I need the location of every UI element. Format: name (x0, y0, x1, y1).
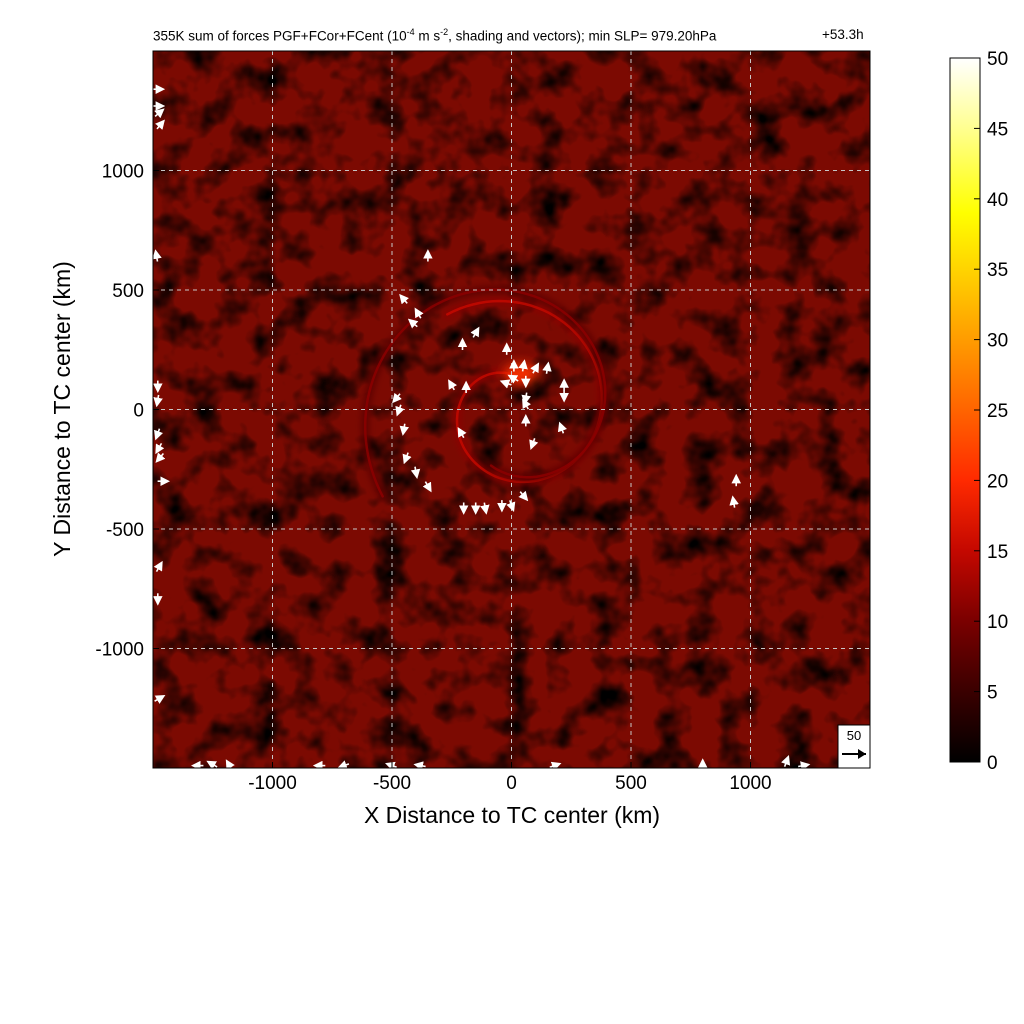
reference-vector-box: 50 (837, 724, 871, 769)
title-suffix: , shading and vectors); min SLP= 979.20h… (448, 28, 717, 44)
force-vector (529, 438, 539, 450)
y-tick-label: 500 (112, 281, 144, 302)
force-vector (506, 500, 516, 513)
x-tick-label: 500 (615, 773, 647, 794)
force-vector (549, 761, 562, 768)
x-tick-label: -1000 (248, 773, 297, 794)
spiral-band-core (446, 299, 604, 484)
force-vector (507, 374, 519, 384)
core-maximum (503, 363, 540, 384)
force-vector (410, 466, 421, 479)
colorbar-tick-label: 40 (987, 190, 1008, 211)
colorbar-tick-label: 25 (987, 401, 1008, 422)
x-tick-label: 1000 (729, 773, 771, 794)
force-vector (399, 293, 410, 305)
colorbar-tick-label: 0 (987, 753, 998, 774)
force-vector (480, 502, 490, 515)
colorbar-ticks: 0 5 10 15 20 25 30 35 40 45 50 (974, 49, 1008, 774)
force-vector (155, 452, 166, 463)
force-vector (781, 755, 791, 767)
colorbar-tick-label: 20 (987, 471, 1008, 492)
colorbar: 0 5 10 15 20 25 30 35 40 45 50 (949, 49, 1008, 774)
force-vector (413, 761, 426, 768)
y-tick-label: -1000 (95, 640, 144, 661)
force-vector (422, 481, 432, 493)
x-tick-label: 0 (506, 773, 517, 794)
field-texture (153, 51, 870, 768)
force-vector (154, 695, 166, 704)
force-vector (153, 249, 162, 262)
forecast-time: +53.3h (822, 27, 864, 42)
x-axis-label: X Distance to TC center (km) (364, 802, 660, 828)
title-mid: m s (414, 28, 441, 44)
reference-vector-head (858, 749, 866, 759)
force-vector (522, 398, 532, 410)
force-vector (499, 379, 512, 389)
force-vector (153, 394, 163, 408)
force-vector (153, 560, 163, 572)
force-vector (392, 392, 402, 404)
force-vector (518, 359, 528, 372)
force-vector (798, 761, 811, 768)
force-vector (530, 362, 540, 374)
force-vector (155, 443, 165, 455)
y-axis: -1000 -500 0 500 1000 (95, 162, 159, 661)
title-exp2: -2 (440, 27, 449, 37)
colorbar-tick-label: 15 (987, 542, 1008, 563)
force-vector (337, 760, 350, 768)
force-vector (206, 760, 218, 768)
force-vector (225, 759, 235, 768)
plot-area (153, 51, 870, 768)
title-prefix: 355K sum of forces PGF+FCor+FCent (10 (153, 28, 407, 44)
reference-vector-background (837, 724, 871, 769)
force-vector (154, 108, 165, 119)
colorbar-tick-label: 5 (987, 683, 998, 704)
reference-vector-label: 50 (847, 728, 861, 743)
force-vector (457, 427, 467, 439)
x-axis: -1000 -500 0 500 1000 (248, 762, 772, 794)
colorbar-tick-label: 50 (987, 49, 1008, 70)
force-vector (155, 119, 165, 130)
colorbar-tick-label: 10 (987, 612, 1008, 633)
force-vector (414, 307, 424, 319)
force-vector (407, 318, 419, 329)
force-vector (448, 379, 458, 391)
force-vector (399, 423, 410, 436)
chart-title: 355K sum of forces PGF+FCor+FCent (10-4 … (153, 27, 716, 44)
force-vector (154, 428, 164, 441)
colorbar-tick-label: 45 (987, 119, 1008, 140)
force-vector (729, 495, 739, 508)
y-tick-label: -500 (106, 520, 144, 541)
spiral-band-core (363, 288, 607, 498)
spiral-features (360, 285, 610, 501)
force-vector (557, 421, 567, 434)
force-vector (395, 404, 405, 417)
y-tick-label: 0 (133, 401, 144, 422)
force-vector (542, 361, 552, 374)
y-tick-label: 1000 (102, 162, 144, 183)
colorbar-tick-label: 35 (987, 260, 1008, 281)
force-vector (470, 326, 480, 338)
y-axis-label: Y Distance to TC center (km) (49, 261, 75, 557)
colorbar-tick-label: 30 (987, 331, 1008, 352)
title-exp1: -4 (406, 27, 415, 37)
force-vector (518, 490, 529, 502)
force-vectors (153, 84, 811, 768)
x-tick-label: -500 (373, 773, 411, 794)
force-vector (402, 452, 412, 465)
